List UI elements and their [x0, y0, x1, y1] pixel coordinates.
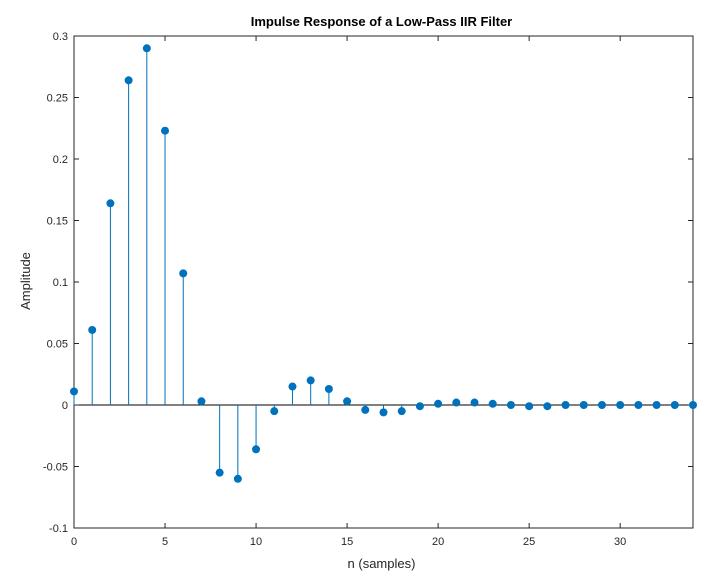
- stem-marker: [525, 402, 534, 411]
- stem-marker: [70, 387, 78, 396]
- x-tick-label: 25: [523, 536, 535, 548]
- y-tick-label: 0.15: [47, 216, 68, 228]
- stem-marker: [488, 399, 497, 408]
- stem-marker: [197, 397, 206, 406]
- stem-marker: [324, 385, 333, 394]
- stem-marker: [616, 401, 625, 409]
- x-tick-label: 0: [71, 536, 77, 548]
- y-tick-label: -0.05: [43, 462, 68, 474]
- x-tick-labels: 0 5 10 15 20 25 30: [71, 536, 626, 548]
- x-tick-label: 10: [250, 536, 262, 548]
- stem-marker: [306, 376, 315, 385]
- y-tick-label: 0.05: [47, 339, 68, 351]
- stem-marker: [579, 401, 588, 409]
- x-tick-label: 15: [341, 536, 353, 548]
- stem-series: [70, 44, 697, 483]
- stem-marker: [506, 401, 515, 409]
- stem-marker: [270, 407, 279, 416]
- y-axis-label: Amplitude: [18, 252, 33, 310]
- stem-marker: [88, 325, 97, 334]
- stem-marker: [288, 382, 297, 391]
- axes-box: [73, 35, 694, 529]
- plot-area: [70, 35, 697, 529]
- y-tick-label: -0.1: [49, 523, 68, 535]
- x-tick-label: 20: [432, 536, 444, 548]
- x-tick-label: 30: [614, 536, 626, 548]
- stem-marker: [415, 402, 424, 411]
- y-tick-label: 0.25: [47, 93, 68, 105]
- y-tick-label: 0.1: [53, 277, 68, 289]
- y-tick-labels: -0.1 -0.05 0 0.05 0.1 0.15 0.2 0.25 0.3: [43, 31, 68, 535]
- stem-marker: [543, 402, 552, 411]
- chart-title: Impulse Response of a Low-Pass IIR Filte…: [251, 14, 513, 29]
- stem-marker: [233, 474, 242, 483]
- axis-ticks: [73, 35, 693, 529]
- stem-marker: [106, 199, 115, 208]
- stem-marker: [252, 445, 261, 454]
- stem-marker: [434, 399, 443, 408]
- stem-marker: [689, 401, 697, 409]
- y-tick-label: 0.2: [53, 154, 68, 166]
- stem-marker: [670, 401, 679, 409]
- stem-marker: [142, 44, 151, 53]
- stem-marker: [361, 405, 370, 414]
- stem-marker: [179, 269, 188, 278]
- stem-marker: [124, 76, 133, 85]
- stem-marker: [343, 397, 352, 406]
- x-tick-label: 5: [162, 536, 168, 548]
- stem-marker: [379, 408, 388, 417]
- stem-marker: [561, 401, 570, 409]
- stem-marker: [634, 401, 643, 409]
- x-axis-label: n (samples): [348, 556, 416, 571]
- stem-marker: [161, 126, 170, 135]
- stem-marker: [597, 401, 606, 409]
- stem-marker: [652, 401, 661, 409]
- stem-marker: [215, 468, 224, 477]
- y-tick-label: 0.3: [53, 31, 68, 43]
- stem-marker: [397, 407, 406, 416]
- stem-marker: [470, 398, 479, 407]
- y-tick-label: 0: [62, 400, 68, 412]
- stem-marker: [452, 398, 461, 407]
